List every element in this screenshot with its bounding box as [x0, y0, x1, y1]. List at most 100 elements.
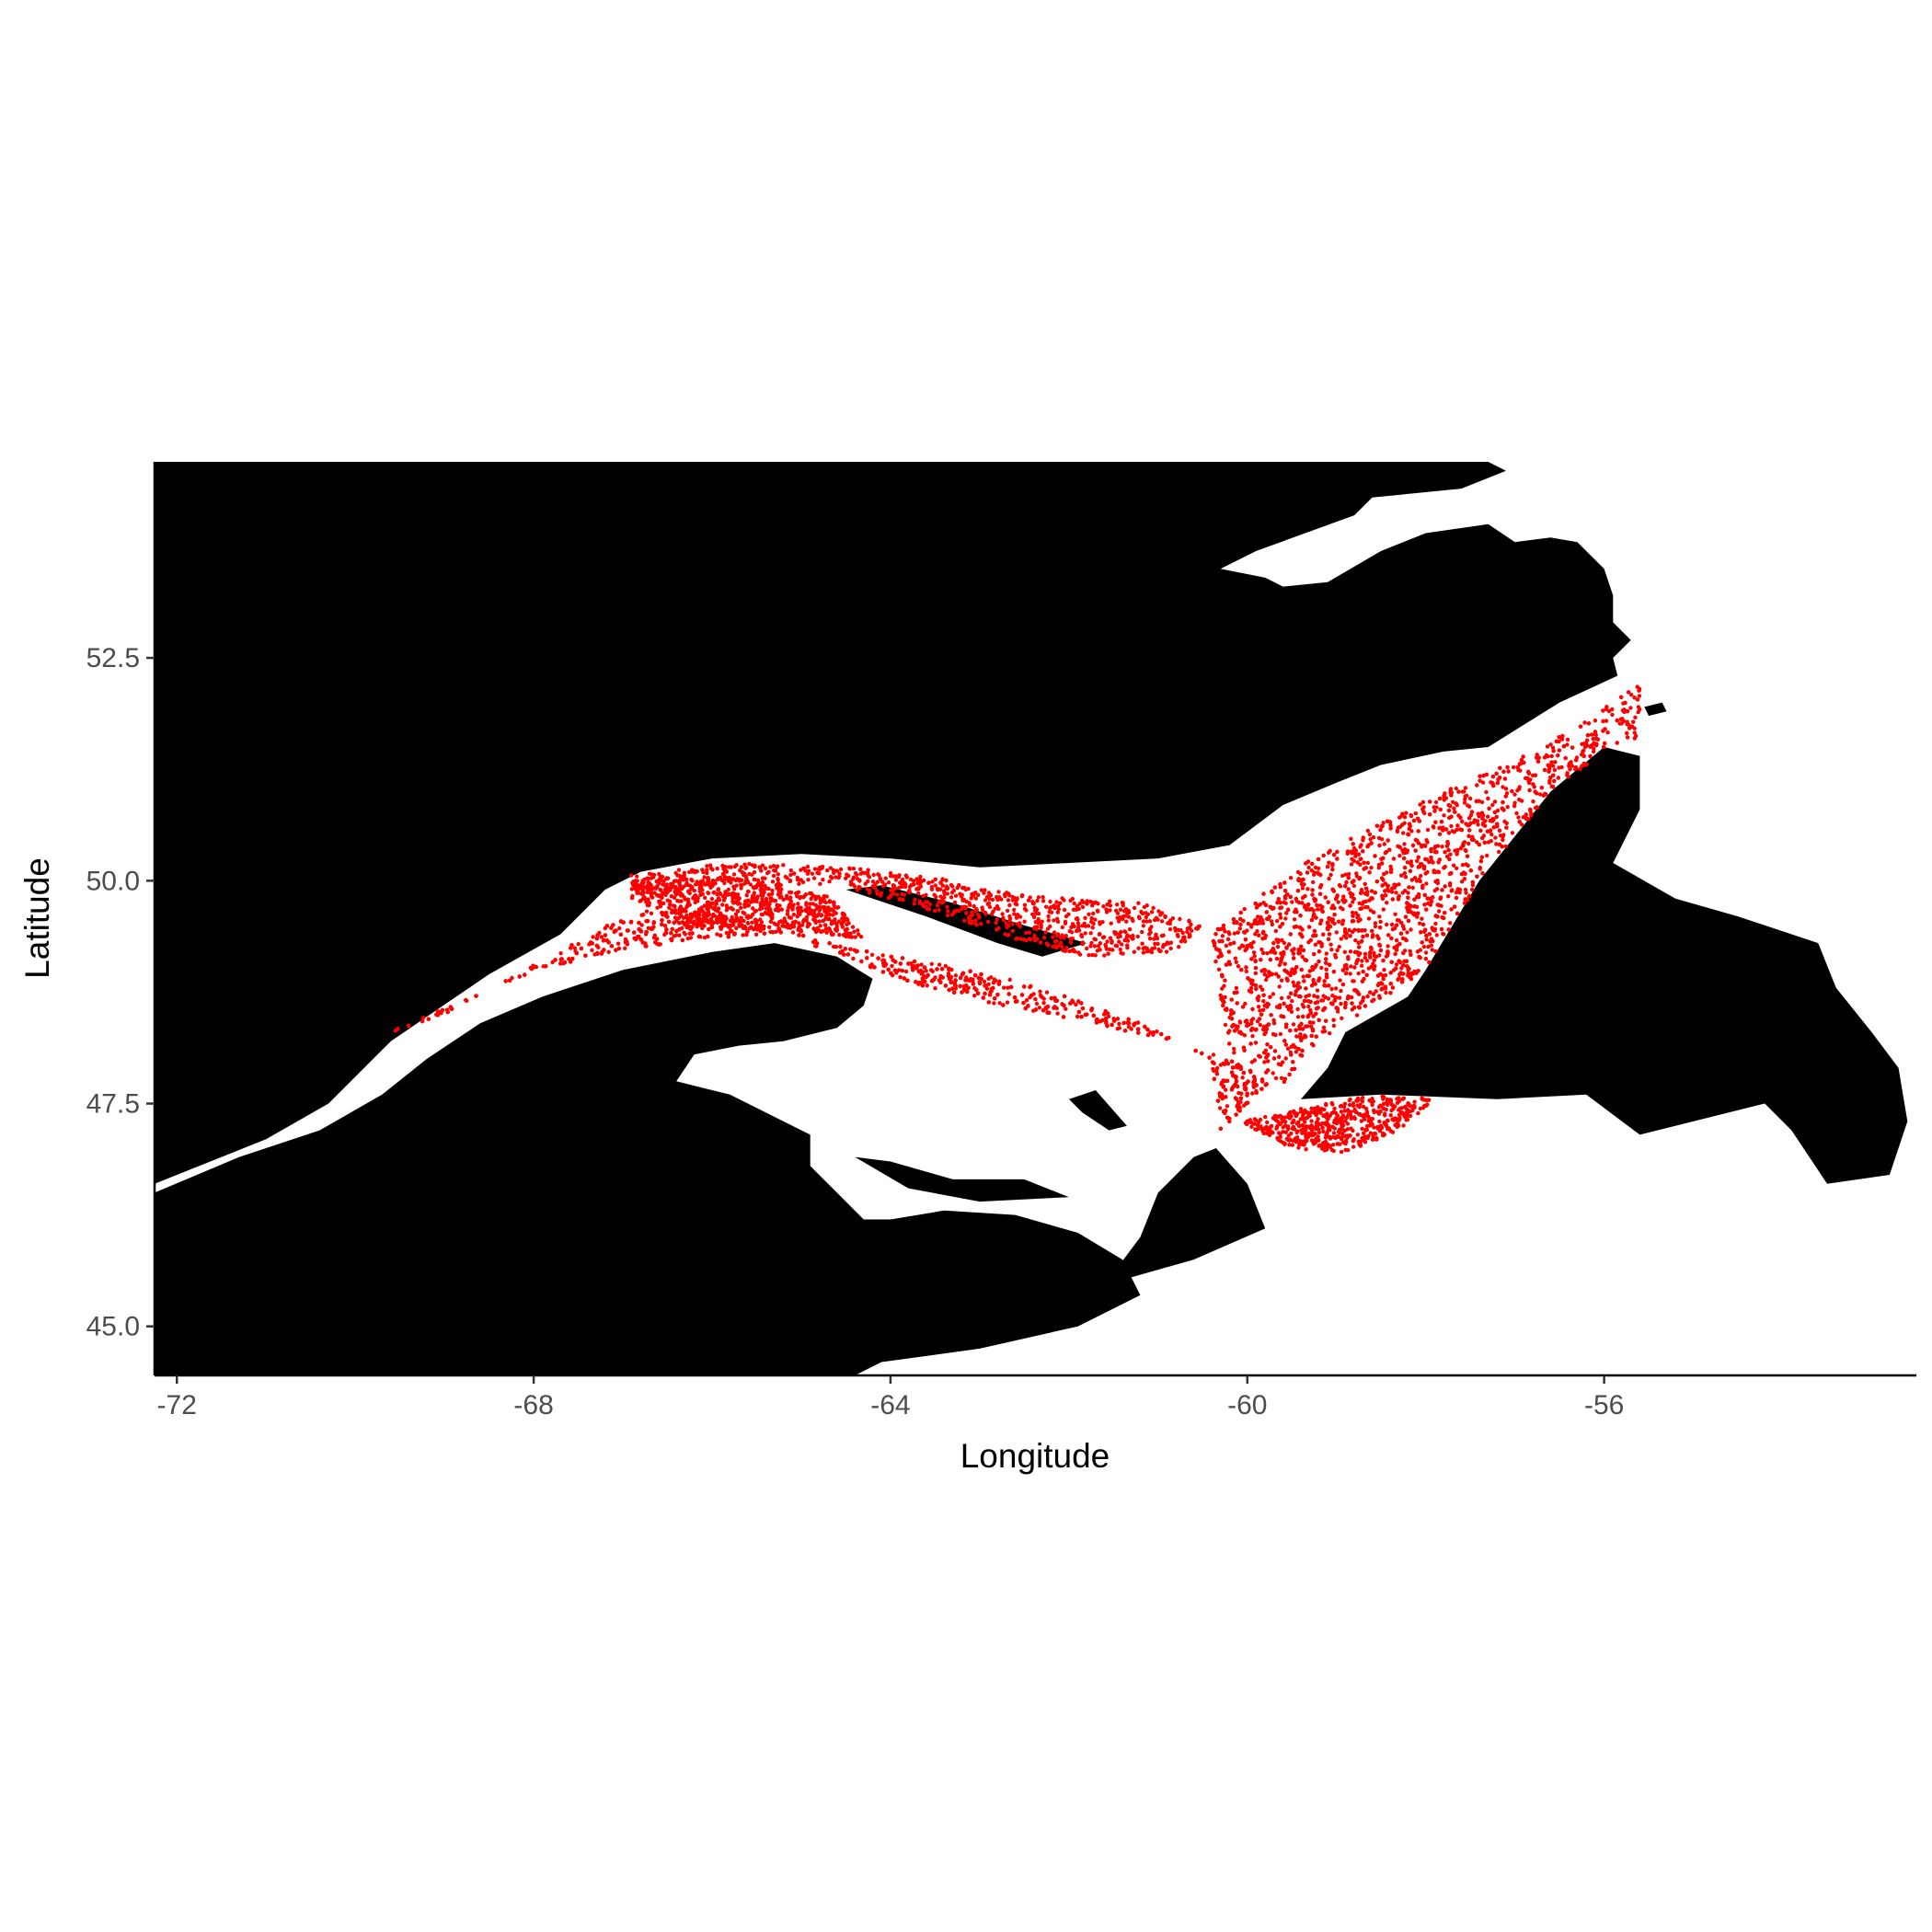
data-point	[1225, 1061, 1231, 1066]
data-point	[651, 920, 656, 925]
data-point	[1220, 1096, 1225, 1101]
data-point	[986, 901, 992, 905]
data-point	[1091, 911, 1096, 916]
data-point	[1510, 831, 1515, 835]
data-point	[996, 906, 1001, 912]
data-point	[1395, 1097, 1399, 1101]
data-point	[705, 864, 709, 868]
data-point	[1103, 944, 1109, 949]
data-point	[1005, 1000, 1010, 1005]
data-point	[1045, 926, 1051, 931]
data-point	[1015, 896, 1019, 901]
data-point	[1271, 992, 1276, 996]
data-point	[1100, 920, 1105, 925]
data-point	[644, 944, 649, 949]
data-point	[973, 908, 978, 914]
data-point	[1486, 814, 1490, 819]
data-point	[1331, 1110, 1337, 1114]
data-point	[695, 881, 700, 886]
data-point	[1363, 1127, 1368, 1133]
data-point	[396, 1027, 400, 1031]
data-point	[815, 870, 820, 875]
data-point	[791, 913, 797, 917]
data-point	[834, 875, 838, 880]
data-point	[774, 922, 778, 926]
data-point	[761, 893, 765, 898]
data-point	[1225, 1104, 1230, 1109]
data-point	[760, 897, 765, 902]
data-point	[933, 877, 937, 881]
data-point	[991, 909, 995, 914]
data-point	[732, 891, 738, 896]
data-point	[706, 876, 710, 880]
data-point	[1371, 835, 1376, 840]
data-point	[1068, 1001, 1073, 1006]
data-point	[845, 922, 849, 926]
data-point	[822, 893, 826, 899]
data-point	[1345, 1133, 1350, 1138]
data-point	[891, 874, 896, 879]
data-point	[1355, 1133, 1361, 1137]
data-point	[445, 1009, 450, 1015]
data-point	[576, 941, 581, 947]
data-point	[902, 976, 907, 981]
data-point	[1236, 1103, 1240, 1108]
data-point	[900, 968, 905, 973]
data-point	[796, 902, 800, 906]
data-point	[1108, 936, 1113, 940]
data-point	[1033, 1007, 1039, 1012]
data-point	[1178, 916, 1182, 922]
data-point	[776, 920, 782, 925]
data-point	[995, 897, 1000, 903]
data-point	[1002, 985, 1006, 990]
data-point	[725, 924, 730, 928]
data-point	[965, 989, 970, 995]
data-point	[1245, 1091, 1249, 1097]
data-point	[1452, 806, 1456, 811]
data-point	[647, 871, 652, 876]
data-point	[776, 889, 781, 894]
data-point	[972, 994, 977, 998]
data-point	[1279, 1075, 1284, 1081]
data-point	[649, 911, 654, 915]
data-point	[640, 879, 645, 883]
data-point	[1349, 1116, 1353, 1121]
data-point	[1046, 943, 1051, 948]
data-point	[817, 867, 822, 871]
data-point	[1154, 917, 1158, 922]
data-point	[782, 916, 787, 921]
data-point	[661, 891, 665, 895]
data-point	[1351, 883, 1357, 889]
data-point	[1455, 866, 1459, 870]
data-point	[1234, 1112, 1238, 1117]
data-point	[1337, 1129, 1341, 1134]
data-point	[1239, 1091, 1244, 1096]
data-point	[558, 951, 563, 956]
data-point	[851, 866, 856, 871]
data-point	[696, 911, 700, 915]
data-point	[1083, 915, 1087, 920]
data-point	[1070, 922, 1075, 926]
data-point	[1357, 1103, 1362, 1108]
data-point	[1126, 1021, 1132, 1026]
data-point	[860, 870, 865, 875]
data-point	[903, 969, 909, 974]
data-point	[1307, 1133, 1312, 1137]
data-point	[996, 890, 1001, 894]
data-point	[912, 902, 916, 906]
data-point	[1256, 1005, 1261, 1009]
data-point	[755, 894, 760, 899]
data-point	[1102, 953, 1107, 958]
data-point	[760, 906, 765, 911]
data-point	[924, 969, 928, 973]
data-point	[1416, 1110, 1420, 1116]
data-point	[810, 871, 815, 876]
data-point	[719, 926, 723, 931]
data-point	[855, 949, 859, 954]
data-point	[963, 906, 968, 911]
data-point	[1549, 753, 1554, 759]
data-point	[1105, 908, 1110, 914]
data-point	[1358, 1144, 1363, 1148]
data-point	[872, 965, 877, 970]
data-point	[945, 913, 950, 918]
